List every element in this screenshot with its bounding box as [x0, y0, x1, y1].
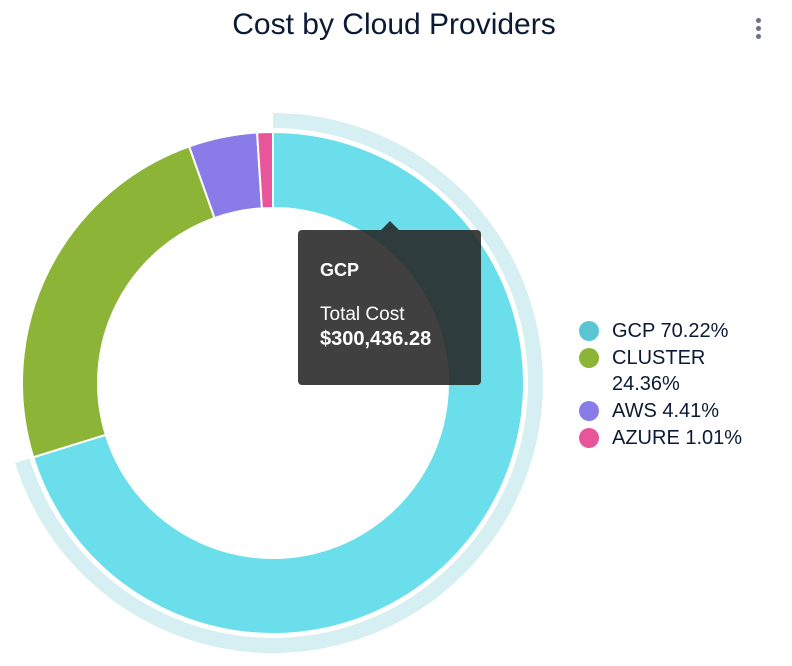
- legend-item-cluster[interactable]: CLUSTER 24.36%: [578, 345, 778, 397]
- tooltip-value: $300,436.28: [320, 328, 432, 350]
- legend-dot-icon: [579, 321, 599, 341]
- legend-item-azure[interactable]: AZURE 1.01%: [578, 425, 778, 451]
- slice-cluster[interactable]: [21, 145, 216, 459]
- slice-azure[interactable]: [256, 130, 274, 210]
- legend-label: CLUSTER 24.36%: [612, 347, 706, 395]
- legend-dot-icon: [579, 348, 599, 368]
- tooltip-label: Total Cost: [320, 304, 405, 325]
- chart-title: Cost by Cloud Providers: [232, 8, 556, 41]
- tooltip: GCP Total Cost $300,436.28: [298, 221, 481, 385]
- legend-label: GCP 70.22%: [612, 320, 729, 342]
- legend: GCP 70.22% CLUSTER 24.36% AWS 4.41% AZURE 1…: [578, 318, 778, 452]
- legend-label: AZURE 1.01%: [612, 427, 743, 449]
- legend-dot-icon: [579, 401, 599, 421]
- legend-label: AWS 4.41%: [612, 400, 720, 422]
- legend-dot-icon: [579, 428, 599, 448]
- legend-item-gcp[interactable]: GCP 70.22%: [578, 318, 778, 344]
- more-options-icon[interactable]: [750, 16, 766, 42]
- legend-item-aws[interactable]: AWS 4.41%: [578, 398, 778, 424]
- tooltip-name: GCP: [320, 260, 360, 280]
